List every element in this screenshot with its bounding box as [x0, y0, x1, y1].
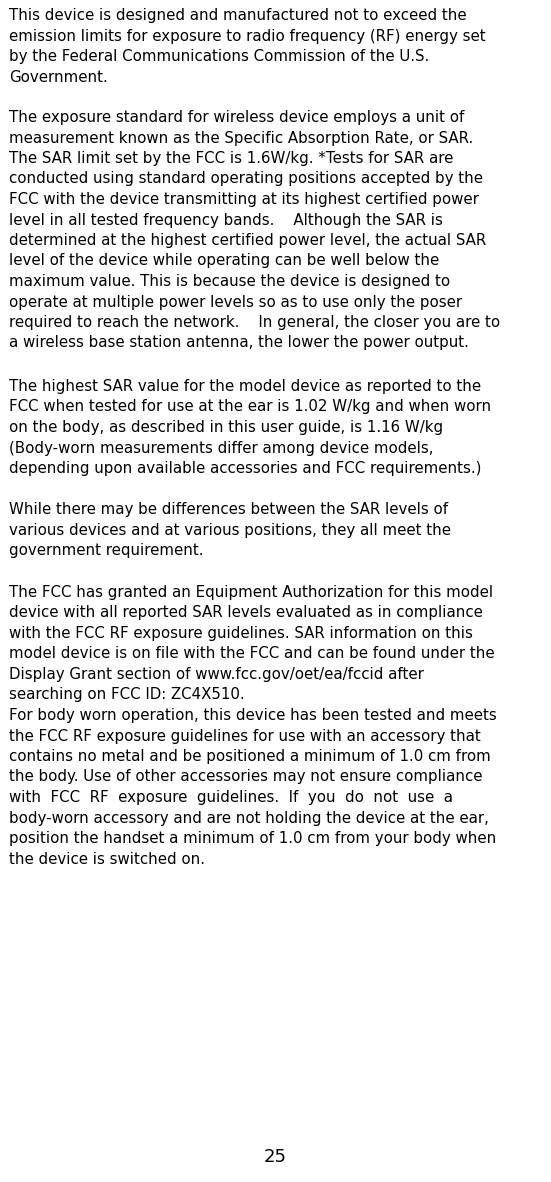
Text: depending upon available accessories and FCC requirements.): depending upon available accessories and…: [9, 461, 482, 476]
Text: conducted using standard operating positions accepted by the: conducted using standard operating posit…: [9, 171, 483, 187]
Text: government requirement.: government requirement.: [9, 543, 203, 558]
Text: The SAR limit set by the FCC is 1.6W/kg. *Tests for SAR are: The SAR limit set by the FCC is 1.6W/kg.…: [9, 151, 453, 165]
Text: emission limits for exposure to radio frequency (RF) energy set: emission limits for exposure to radio fr…: [9, 28, 485, 44]
Text: measurement known as the Specific Absorption Rate, or SAR.: measurement known as the Specific Absorp…: [9, 130, 473, 145]
Text: The exposure standard for wireless device employs a unit of: The exposure standard for wireless devic…: [9, 110, 464, 125]
Text: maximum value. This is because the device is designed to: maximum value. This is because the devic…: [9, 274, 450, 290]
Text: with the FCC RF exposure guidelines. SAR information on this: with the FCC RF exposure guidelines. SAR…: [9, 626, 473, 641]
Text: various devices and at various positions, they all meet the: various devices and at various positions…: [9, 522, 451, 538]
Text: level in all tested frequency bands.    Although the SAR is: level in all tested frequency bands. Alt…: [9, 213, 443, 227]
Text: This device is designed and manufactured not to exceed the: This device is designed and manufactured…: [9, 8, 467, 22]
Text: model device is on file with the FCC and can be found under the: model device is on file with the FCC and…: [9, 647, 495, 662]
Text: contains no metal and be positioned a minimum of 1.0 cm from: contains no metal and be positioned a mi…: [9, 749, 491, 764]
Text: with  FCC  RF  exposure  guidelines.  If  you  do  not  use  a: with FCC RF exposure guidelines. If you …: [9, 790, 453, 805]
Text: While there may be differences between the SAR levels of: While there may be differences between t…: [9, 502, 448, 517]
Text: For body worn operation, this device has been tested and meets: For body worn operation, this device has…: [9, 708, 497, 723]
Text: by the Federal Communications Commission of the U.S.: by the Federal Communications Commission…: [9, 48, 429, 64]
Text: required to reach the network.    In general, the closer you are to: required to reach the network. In genera…: [9, 314, 500, 330]
Text: Government.: Government.: [9, 70, 108, 84]
Text: Display Grant section of www.fcc.gov/oet/ea/fccid after: Display Grant section of www.fcc.gov/oet…: [9, 667, 424, 682]
Text: body-worn accessory and are not holding the device at the ear,: body-worn accessory and are not holding …: [9, 811, 489, 825]
Text: 25: 25: [264, 1148, 287, 1165]
Text: on the body, as described in this user guide, is 1.16 W/kg: on the body, as described in this user g…: [9, 420, 443, 435]
Text: the body. Use of other accessories may not ensure compliance: the body. Use of other accessories may n…: [9, 769, 483, 785]
Text: the FCC RF exposure guidelines for use with an accessory that: the FCC RF exposure guidelines for use w…: [9, 728, 481, 743]
Text: a wireless base station antenna, the lower the power output.: a wireless base station antenna, the low…: [9, 336, 469, 351]
Text: level of the device while operating can be well below the: level of the device while operating can …: [9, 253, 439, 268]
Text: searching on FCC ID: ZC4X510.: searching on FCC ID: ZC4X510.: [9, 688, 245, 702]
Text: determined at the highest certified power level, the actual SAR: determined at the highest certified powe…: [9, 233, 486, 248]
Text: FCC with the device transmitting at its highest certified power: FCC with the device transmitting at its …: [9, 191, 479, 207]
Text: operate at multiple power levels so as to use only the poser: operate at multiple power levels so as t…: [9, 294, 462, 310]
Text: device with all reported SAR levels evaluated as in compliance: device with all reported SAR levels eval…: [9, 605, 483, 621]
Text: FCC when tested for use at the ear is 1.02 W/kg and when worn: FCC when tested for use at the ear is 1.…: [9, 400, 491, 415]
Text: the device is switched on.: the device is switched on.: [9, 851, 205, 866]
Text: The FCC has granted an Equipment Authorization for this model: The FCC has granted an Equipment Authori…: [9, 585, 493, 600]
Text: (Body-worn measurements differ among device models,: (Body-worn measurements differ among dev…: [9, 441, 434, 455]
Text: position the handset a minimum of 1.0 cm from your body when: position the handset a minimum of 1.0 cm…: [9, 831, 496, 846]
Text: The highest SAR value for the model device as reported to the: The highest SAR value for the model devi…: [9, 379, 481, 394]
